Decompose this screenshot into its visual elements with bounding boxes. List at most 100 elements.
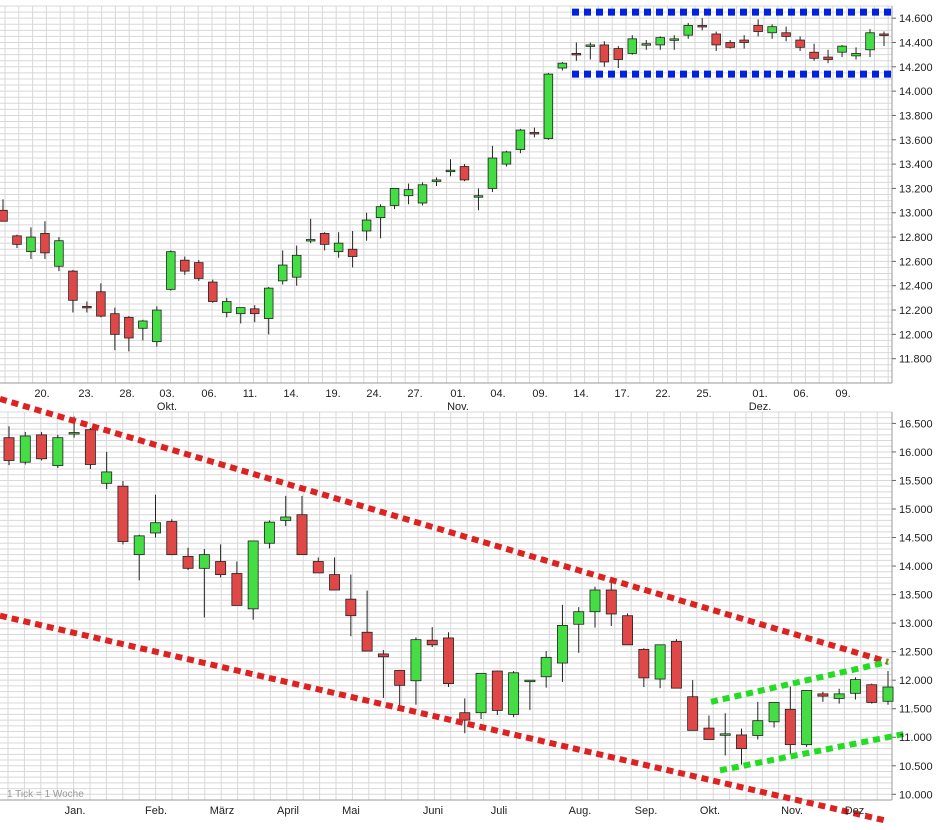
y-tick-label: 10.500 [899,761,933,773]
candle [739,35,749,49]
candle-body-down [110,313,120,335]
candle-body-down [753,25,763,32]
candle [345,574,357,637]
x-day-label: 14. [283,388,298,400]
candle [431,177,442,186]
trend-channel-line [710,658,889,705]
y-tick-label: 11.800 [899,354,932,366]
candle [215,544,227,578]
candle [669,35,679,50]
candle-body-down [459,166,470,181]
candle [767,24,777,39]
candle [573,607,585,653]
x-day-label: 09. [835,388,850,400]
candle [703,715,715,740]
candle [0,199,8,222]
candle-body-down [697,25,707,28]
x-day-label: 04. [490,388,505,400]
candle-body-up [152,309,162,343]
candle-body-up [222,301,232,313]
candle-body-up [801,690,813,746]
candle-body-down [84,429,96,465]
candle [473,188,484,211]
candle [487,145,498,193]
x-day-label: 03. [159,388,174,400]
y-tick-label: 13.500 [899,590,933,602]
candle [809,43,819,61]
top-chart-y-axis: 11.800 12.000 12.200 12.400 12.600 12.800 13.0… [892,13,933,366]
candle [752,701,764,740]
candle [622,613,634,646]
candle-body-down [68,270,78,301]
candle [263,520,275,549]
trend-channel-line [0,612,889,825]
y-tick-label: 12.600 [899,256,933,268]
x-month-label: Okt. [157,401,177,413]
x-day-label: 17. [614,388,629,400]
candle-body-down [40,233,50,254]
x-day-label: 22. [655,388,670,400]
top-daily-candlestick-chart: 11.800 12.000 12.200 12.400 12.600 12.800 13.0… [0,5,933,413]
candle-body-up [333,242,344,253]
candle-body-down [12,235,22,245]
candle-body-up [68,432,80,435]
candle-body-down [0,209,8,222]
candle [222,297,232,318]
x-month-label: Jan. [65,805,86,817]
x-day-label: 19. [325,388,340,400]
trend-channel-line [0,396,889,665]
y-tick-label: 14.600 [899,13,933,25]
candle-body-up [410,639,422,682]
y-tick-label: 12.500 [899,647,933,659]
candle [361,590,373,652]
candle [208,279,218,303]
y-tick-label: 11.000 [899,732,932,744]
candle-body-up [247,540,259,610]
candle-body-up [487,157,498,189]
bottom-chart-trend-lines [0,396,906,825]
candle-body-up [683,25,693,36]
candle [68,269,78,313]
candle [166,250,176,291]
candle [823,49,833,64]
bottom-chart-x-axis: Jan. Feb. März April Mai Juni Juli Aug. Sep. Okt.… [65,805,868,817]
candle-body-up [556,625,568,664]
candle [231,561,243,606]
y-tick-label: 12.000 [899,329,933,341]
y-tick-label: 13.400 [899,159,933,171]
candle-body-down [296,514,308,556]
candle-body-up [54,240,64,267]
candle-body-down [622,615,634,646]
bottom-chart-y-axis: 10.000 10.500 11.000 11.500 12.000 12.500 13.0… [892,418,933,801]
candle-body-down [784,708,796,746]
candle-body-up [445,169,456,173]
candle-body-up [263,521,275,544]
candle-body-down [215,561,227,576]
y-tick-label: 15.500 [899,475,933,487]
candle [613,46,624,69]
candle [180,256,190,275]
y-tick-label: 13.000 [899,208,933,220]
candle [280,495,292,527]
candle [247,540,259,620]
x-month-label: Aug. [569,805,592,817]
candle-body-up [589,589,601,613]
candle [410,637,422,705]
x-day-label: 06. [201,388,216,400]
candle [501,150,512,167]
candle-body-down [345,598,357,617]
candle [866,683,878,704]
x-month-label: Juni [423,805,443,817]
x-month-label: Dez. [845,805,868,817]
candle [403,183,414,205]
candle [152,306,162,347]
candle [443,632,454,688]
y-tick-label: 14.000 [899,561,933,573]
candle-body-down [605,589,617,615]
candle-body-down [879,33,889,36]
y-tick-label: 12.200 [899,305,933,317]
candle [795,36,805,51]
candle [654,644,666,689]
bottom-weekly-candlestick-chart: 10.000 10.500 11.000 11.500 12.000 12.500 13.0… [0,396,933,825]
x-month-label: Nov. [447,401,469,413]
